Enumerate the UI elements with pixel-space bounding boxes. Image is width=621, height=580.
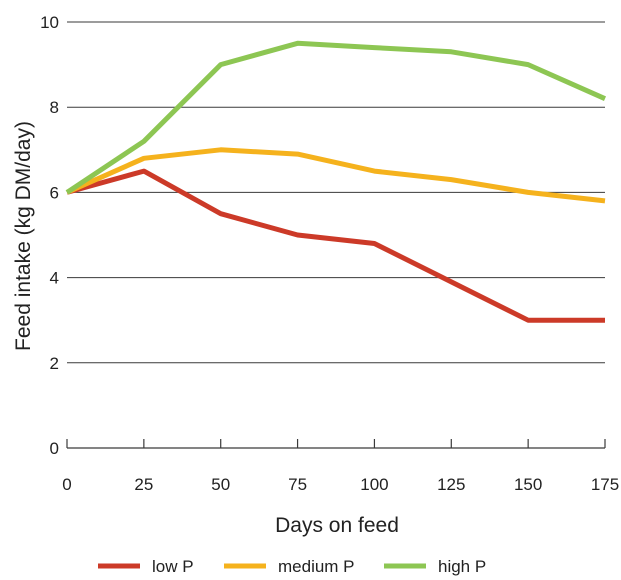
y-tick-label: 4 [50,269,59,288]
axes [66,439,606,449]
y-tick-label: 8 [50,98,59,117]
x-tick-label: 0 [62,475,71,494]
grid-lines [67,21,605,364]
y-tick-label: 2 [50,354,59,373]
x-tick-label: 100 [360,475,388,494]
y-tick-label: 0 [50,439,59,458]
series-line-2 [65,40,607,195]
x-axis-title: Days on feed [275,514,399,537]
x-tick-label: 75 [288,475,307,494]
x-tick-label: 25 [134,475,153,494]
legend-label: high P [438,557,486,576]
y-tick-label: 10 [40,13,59,32]
legend-label: medium P [278,557,355,576]
x-tick-label: 50 [211,475,230,494]
series-line-0 [66,168,605,323]
x-tick-label: 125 [437,475,465,494]
x-tick-label: 150 [514,475,542,494]
y-tick-label: 6 [50,183,59,202]
y-axis-title: Feed intake (kg DM/day) [12,121,35,351]
series-lines [65,40,607,323]
legend-label: low P [152,557,194,576]
series-line-1 [65,147,606,204]
x-tick-label: 175 [591,475,619,494]
legend: low P medium P high P [98,557,486,576]
